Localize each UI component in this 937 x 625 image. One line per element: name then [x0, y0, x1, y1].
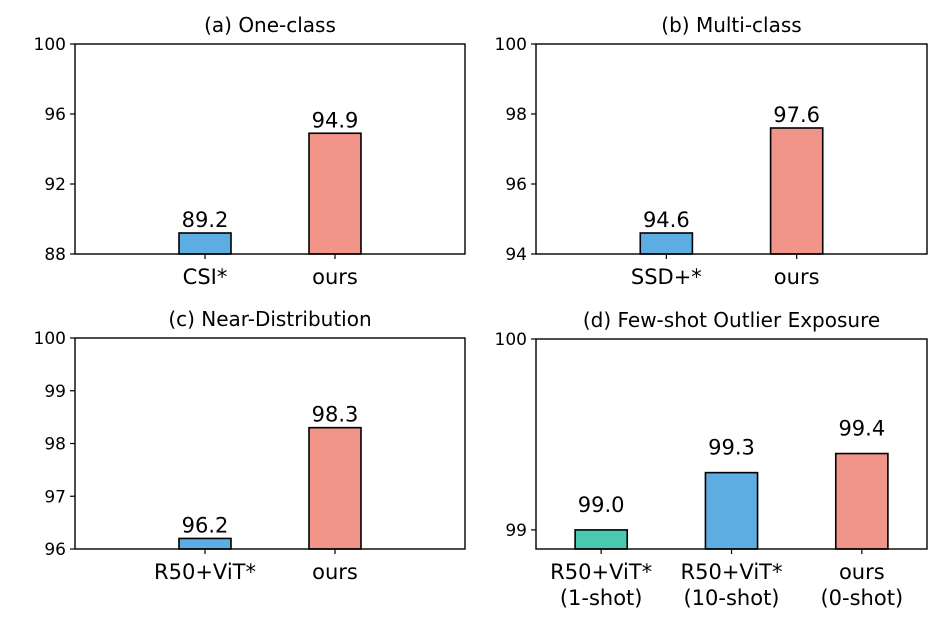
subplot-c: (c) Near-Distribution 96 97 98 99 100 96.2 R50+… [34, 307, 466, 584]
axes-frame [74, 43, 466, 255]
subplot-a: (a) One-class 88 92 96 100 89.2 CSI* 94.9 ours [34, 13, 466, 289]
y-tick-label: 98 [505, 105, 527, 125]
x-tick-label-line: R50+ViT* [681, 560, 783, 584]
y-tick-label: 92 [44, 175, 66, 195]
data-label: 99.3 [708, 436, 755, 460]
subplot-title: (c) Near-Distribution [168, 307, 371, 331]
x-tick-label-line: CSI* [183, 265, 228, 289]
x-tick-label: ours [312, 265, 358, 289]
data-label: 89.2 [182, 208, 229, 232]
subplot-title: (a) One-class [204, 13, 336, 37]
x-tick-label-line: (10-shot) [683, 586, 779, 610]
bar [639, 232, 694, 255]
bar [308, 132, 362, 255]
y-tick-label: 100 [495, 35, 527, 55]
data-label: 96.2 [182, 513, 229, 537]
subplot-b: (b) Multi-class 94 96 98 100 94.6 SSD+* 97.6 our… [495, 13, 928, 289]
subplot-d: (d) Few-shot Outlier Exposure 99 100 99.0 R5… [495, 308, 928, 610]
bar [769, 127, 824, 255]
subplot-title: (b) Multi-class [661, 13, 801, 37]
x-tick-label-line: R50+ViT* [154, 560, 256, 584]
y-tick-label: 96 [44, 540, 66, 560]
axes-frame [535, 43, 928, 255]
x-tick-label: ours [312, 560, 358, 584]
x-tick-label-line: (1-shot) [560, 586, 643, 610]
x-tick-label-line: ours [312, 265, 358, 289]
y-tick-label: 100 [495, 330, 527, 350]
bar [178, 537, 232, 550]
x-tick-label: ours [774, 265, 820, 289]
subplot-title: (d) Few-shot Outlier Exposure [583, 308, 880, 332]
x-tick-label: CSI* [183, 265, 228, 289]
y-tick-label: 99 [44, 382, 66, 402]
axes-frame [535, 338, 928, 550]
y-tick-label: 99 [505, 521, 527, 541]
x-tick-label-line: SSD+* [631, 265, 702, 289]
data-label: 99.0 [578, 493, 625, 517]
bar [704, 471, 759, 550]
x-tick-label: R50+ViT* (1-shot) [550, 560, 652, 610]
bar [574, 529, 629, 550]
data-label: 98.3 [312, 403, 359, 427]
y-tick-label: 98 [44, 435, 66, 455]
x-tick-label-line: R50+ViT* [550, 560, 652, 584]
axes-frame [74, 337, 466, 550]
data-label: 94.9 [312, 108, 359, 132]
x-tick-label-line: ours [839, 560, 885, 584]
bar [834, 452, 889, 550]
data-label: 94.6 [643, 208, 690, 232]
y-tick-label: 96 [44, 105, 66, 125]
x-tick-label: SSD+* [631, 265, 702, 289]
x-tick-label-line: (0-shot) [820, 586, 903, 610]
x-tick-label-line: ours [312, 560, 358, 584]
x-tick-label: R50+ViT* [154, 560, 256, 584]
bar [178, 232, 232, 255]
bar [308, 426, 362, 550]
y-tick-label: 94 [505, 245, 527, 265]
x-tick-label: R50+ViT* (10-shot) [681, 560, 783, 610]
y-tick-label: 100 [34, 329, 66, 349]
x-tick-label: ours (0-shot) [820, 560, 903, 610]
x-tick-label-line: ours [774, 265, 820, 289]
y-tick-label: 100 [34, 35, 66, 55]
y-tick-label: 88 [44, 245, 66, 265]
data-label: 99.4 [838, 417, 885, 441]
data-label: 97.6 [773, 103, 820, 127]
y-tick-label: 97 [44, 487, 66, 507]
y-tick-label: 96 [505, 175, 527, 195]
